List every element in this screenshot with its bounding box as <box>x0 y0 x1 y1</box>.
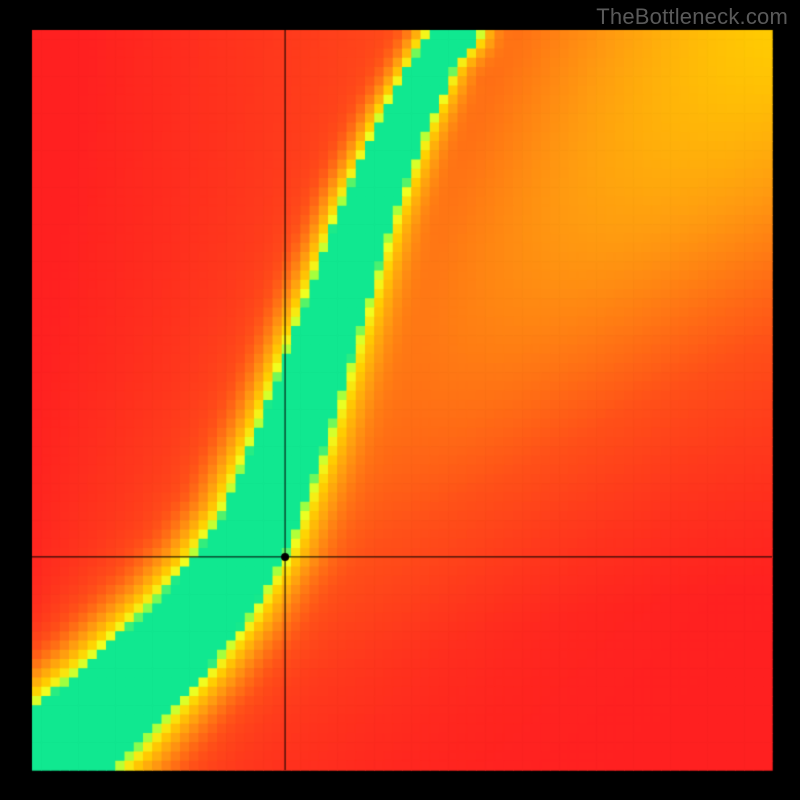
watermark-text: TheBottleneck.com <box>596 4 788 30</box>
heatmap-canvas <box>0 0 800 800</box>
figure-root: TheBottleneck.com <box>0 0 800 800</box>
